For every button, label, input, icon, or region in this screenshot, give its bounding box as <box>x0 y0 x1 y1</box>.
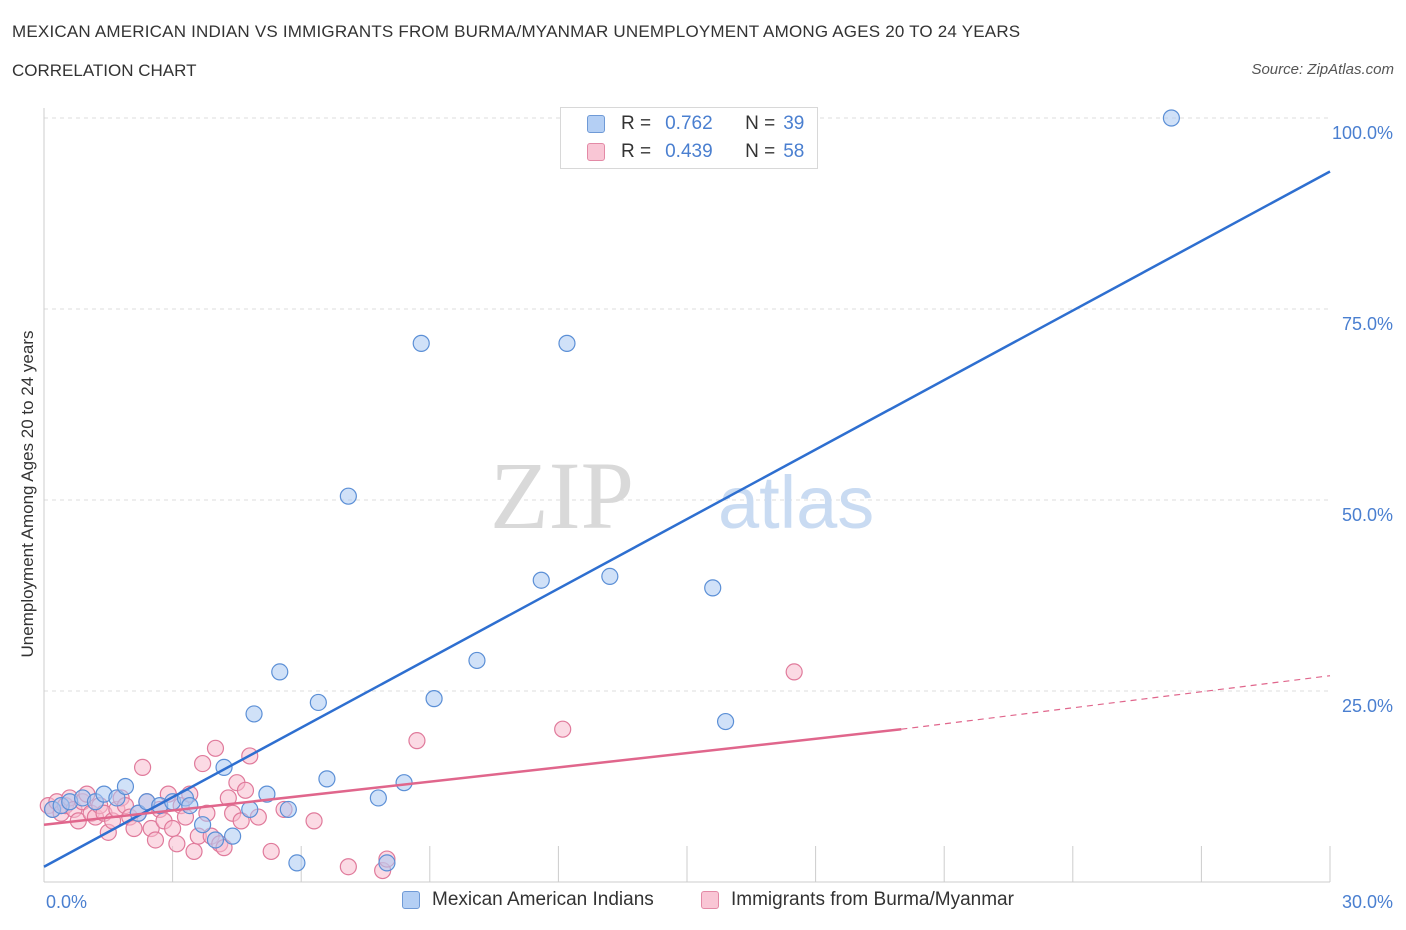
bottom-legend-burma: Immigrants from Burma/Myanmar <box>701 889 1014 911</box>
mexican-point <box>395 774 413 792</box>
watermark: ZIP atlas <box>490 442 874 549</box>
mexican-point <box>271 663 289 681</box>
mexican-point <box>224 827 242 845</box>
mexican-point <box>181 796 199 815</box>
mexican-point <box>558 334 576 352</box>
burma-point <box>785 663 803 681</box>
x-tick-label: 30.0% <box>1342 892 1393 912</box>
legend-n-label: N = <box>745 113 776 134</box>
burma-point <box>339 858 357 876</box>
chart-subtitle: CORRELATION CHART <box>12 61 197 80</box>
mexican-point <box>288 854 306 872</box>
legend-n-value: 58 <box>783 141 805 162</box>
mexican-point <box>369 789 387 807</box>
legend-row-mexican: R = 0.762 N = 39 <box>587 112 804 136</box>
bottom-legend-label-mexican: Mexican American Indians <box>432 889 654 910</box>
mexican-point <box>309 693 327 712</box>
y-tick-labels: 25.0% 50.0% 75.0% 100.0% <box>1332 123 1393 716</box>
burma-point <box>168 835 186 853</box>
correlation-legend: R = 0.762 N = 39 R = 0.439 N = 58 <box>560 107 818 169</box>
mexican-trend-line <box>43 170 1331 868</box>
mexican-point <box>704 579 722 597</box>
mexican-point <box>468 651 486 670</box>
mexican-point <box>258 785 276 803</box>
x-tick-label: 0.0% <box>46 892 87 912</box>
chart-title: MEXICAN AMERICAN INDIAN VS IMMIGRANTS FR… <box>12 22 1021 41</box>
burma-point <box>206 739 225 757</box>
watermark-atlas: atlas <box>718 461 874 544</box>
bottom-legend-mexican: Mexican American Indians <box>402 889 654 911</box>
legend-row-burma: R = 0.439 N = 58 <box>587 140 804 164</box>
mexican-point <box>108 789 126 807</box>
series-burma-points <box>39 663 803 880</box>
mexican-point <box>532 571 550 589</box>
legend-swatch-blue <box>587 115 605 133</box>
y-tick-label: 75.0% <box>1342 314 1393 334</box>
y-tick-label: 50.0% <box>1342 505 1393 525</box>
burma-point <box>232 812 250 830</box>
bottom-legend-swatch-blue <box>402 891 420 909</box>
legend-swatch-pink <box>587 143 605 161</box>
mexican-point <box>245 705 263 723</box>
burma-point <box>125 819 143 838</box>
y-tick-label: 100.0% <box>1332 123 1393 143</box>
legend-r-label: R = <box>621 113 652 134</box>
mexican-point <box>425 690 443 708</box>
mexican-point <box>1162 109 1180 127</box>
burma-point <box>185 842 203 861</box>
chart-source: Source: ZipAtlas.com <box>1251 61 1394 78</box>
legend-n-value: 39 <box>783 113 805 134</box>
burma-point <box>164 819 182 838</box>
bottom-legend-label-burma: Immigrants from Burma/Myanmar <box>731 889 1014 910</box>
burma-point <box>554 720 572 738</box>
legend-n-label: N = <box>745 141 776 162</box>
x-tick-labels: 0.0% 30.0% <box>46 892 1393 912</box>
mexican-point <box>318 770 336 788</box>
burma-point <box>194 754 212 773</box>
burma-point <box>262 842 280 861</box>
watermark-zip: ZIP <box>490 442 634 549</box>
gridlines <box>44 117 1330 692</box>
burma-trend-extension <box>901 675 1331 730</box>
legend-r-label: R = <box>621 141 652 162</box>
mexican-point <box>194 816 212 834</box>
mexican-point <box>339 487 357 505</box>
burma-point <box>305 812 323 830</box>
burma-point <box>133 758 152 777</box>
mexican-point <box>279 800 297 819</box>
mexican-point <box>412 334 430 352</box>
burma-point <box>236 781 255 799</box>
legend-r-value: 0.762 <box>665 113 713 134</box>
axes <box>43 108 1331 883</box>
mexican-point <box>716 712 735 731</box>
mexican-point <box>206 831 225 849</box>
mexican-point <box>378 854 396 872</box>
burma-point <box>408 732 426 750</box>
burma-point <box>146 831 165 849</box>
legend-r-value: 0.439 <box>665 141 713 162</box>
bottom-legend-swatch-pink <box>701 891 719 909</box>
y-axis-label: Unemployment Among Ages 20 to 24 years <box>18 331 37 658</box>
y-tick-label: 25.0% <box>1342 696 1393 716</box>
mexican-point <box>601 567 619 586</box>
burma-trend-line <box>43 727 902 826</box>
mexican-point <box>241 800 259 819</box>
mexican-point <box>116 777 135 796</box>
trend-lines <box>43 170 1331 868</box>
